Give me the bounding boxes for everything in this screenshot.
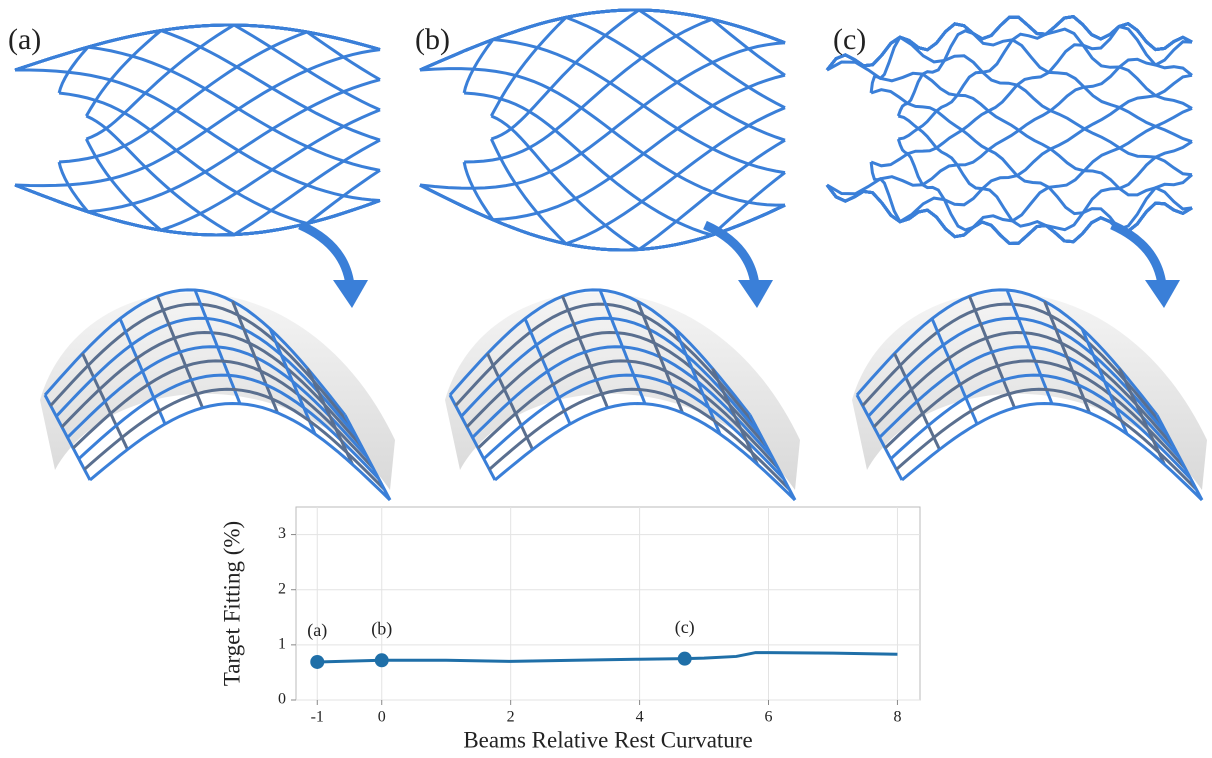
beam [419,37,786,175]
beam [482,373,785,480]
beam [419,8,786,72]
arrow [298,220,355,286]
beam [901,401,1204,502]
beam [14,45,381,172]
x-tick-label: 4 [636,709,644,726]
x-tick-label: 8 [893,709,901,726]
beam [1080,328,1129,435]
beam [1155,414,1204,501]
beam [193,289,242,405]
beam [895,387,1198,491]
beam [419,8,786,72]
chart: 0 1 2 3 -1 0 2 4 6 8 Beams Relative Rest Curvature… [219,506,921,752]
beam [231,300,279,414]
beam [826,40,1193,196]
beam [825,73,1193,224]
beam [825,184,1193,246]
beam [14,23,381,72]
line [317,651,898,664]
panel-label: (a) [8,23,41,56]
marker [374,653,389,668]
y-tick-label: 0 [278,691,286,708]
beam [14,23,381,112]
beam [83,387,386,491]
x-axis-title: Beams Relative Rest Curvature [463,727,752,752]
beam [419,41,786,190]
beam [825,173,1193,246]
beam [889,373,1192,480]
beam [72,359,375,470]
arrow-head [738,280,773,308]
beam [636,300,684,414]
x-tick-label: -1 [311,709,324,726]
beam [14,169,381,237]
beam [343,414,392,501]
beam [1005,289,1054,405]
beam [89,401,392,502]
y-tick-label: 1 [278,636,286,653]
annotation: (a) [307,620,327,641]
annotation: (c) [675,617,695,638]
beam [896,15,1193,117]
beam [268,328,317,435]
beam [673,328,722,435]
beam [488,387,791,491]
marker [310,654,325,669]
panel-label: (c) [833,23,866,56]
y-tick-label: 3 [278,525,286,542]
annotation: (b) [371,618,392,639]
beam [494,401,797,502]
beam [477,359,780,470]
beam [490,8,786,141]
beam [306,367,354,466]
arrow [703,220,760,286]
plot-area [295,506,921,701]
beam [77,373,380,480]
beam [1118,367,1166,466]
arrow-head [1145,280,1180,308]
beam [14,48,381,188]
x-tick-label: 2 [507,709,515,726]
panel-label: (b) [415,23,450,56]
beam [711,367,759,466]
beam [490,114,786,252]
arrow-head [333,280,368,308]
y-axis-title: Target Fitting (%) [219,521,244,686]
beam [825,15,1193,71]
beam [748,414,797,501]
beam [14,183,381,237]
x-tick-label: 0 [378,709,386,726]
beam [870,88,1193,233]
beam [598,289,647,405]
y-tick-label: 2 [278,580,286,597]
beam [419,8,786,72]
renders [14,8,1207,502]
x-tick-label: 6 [765,709,773,726]
beam [884,359,1187,470]
marker [677,651,692,666]
arrow [1110,220,1167,286]
beam [1043,300,1091,414]
beam [462,161,786,252]
